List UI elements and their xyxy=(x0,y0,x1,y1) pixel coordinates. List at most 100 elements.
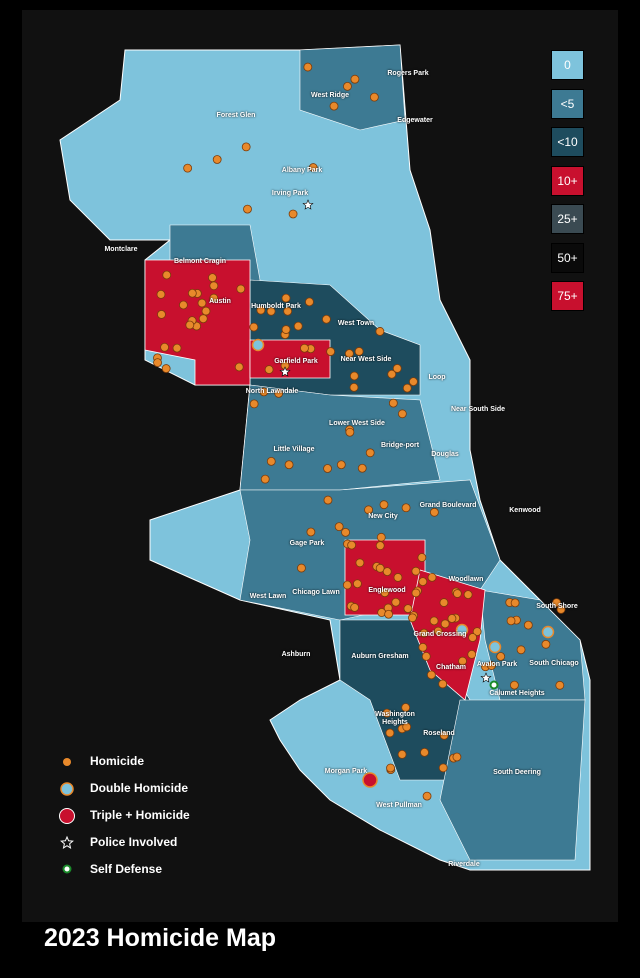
double-homicide-marker xyxy=(541,625,555,639)
homicide-marker xyxy=(345,427,355,437)
homicide-marker xyxy=(259,387,269,397)
homicide-marker xyxy=(266,306,276,316)
homicide-marker xyxy=(209,293,219,303)
homicide-marker xyxy=(162,270,172,280)
homicide-marker xyxy=(438,763,448,773)
legend-triple xyxy=(59,808,75,824)
homicide-marker xyxy=(375,541,385,551)
homicide-marker xyxy=(326,347,336,356)
neighborhood-label: Grand Boulevard xyxy=(419,502,477,509)
homicide-marker xyxy=(375,563,385,573)
homicide-marker xyxy=(439,598,449,607)
scale-swatch: 10+ xyxy=(551,165,584,196)
homicide-marker xyxy=(274,388,284,398)
district xyxy=(239,384,441,491)
homicide-marker xyxy=(401,703,411,712)
homicide-marker xyxy=(382,567,392,577)
homicide-marker xyxy=(379,500,389,510)
homicide-marker xyxy=(342,580,352,590)
legend-double xyxy=(60,782,74,796)
neighborhood-label: Rogers Park xyxy=(387,70,429,77)
homicide-marker xyxy=(411,566,421,576)
homicide-marker xyxy=(541,639,551,649)
homicide-marker xyxy=(256,305,266,315)
homicide-marker xyxy=(329,101,339,111)
legend-self-defense xyxy=(62,864,72,874)
neighborhood-label: Avalon Park xyxy=(476,661,518,668)
homicide-marker xyxy=(429,507,439,517)
neighborhood-label: Albany Park xyxy=(281,167,323,174)
homicide-marker xyxy=(355,558,365,568)
neighborhood-label: Garfield Park xyxy=(274,358,318,365)
homicide-marker xyxy=(392,364,402,373)
homicide-marker xyxy=(308,163,318,172)
double-homicide-marker xyxy=(251,338,265,352)
homicide-marker xyxy=(411,588,421,598)
homicide-marker xyxy=(403,604,413,614)
homicide-marker xyxy=(408,613,417,623)
neighborhood-label: Douglas xyxy=(431,451,459,458)
neighborhood-label: Englewood xyxy=(368,587,406,594)
homicide-marker xyxy=(409,377,418,387)
neighborhood-label: Belmont Cragin xyxy=(173,258,227,265)
neighborhood-label: Montclare xyxy=(104,246,138,253)
legend-police xyxy=(60,835,74,849)
homicide-marker xyxy=(417,553,427,562)
homicide-marker xyxy=(306,527,316,537)
homicide-marker xyxy=(208,273,217,283)
homicide-marker xyxy=(284,460,294,470)
homicide-marker xyxy=(523,620,533,630)
neighborhood-label: Bridge-port xyxy=(380,442,420,449)
neighborhood-label: Kenwood xyxy=(509,507,541,514)
police-marker xyxy=(480,672,492,683)
district xyxy=(299,44,406,131)
neighborhood-label: Lower West Side xyxy=(329,420,385,427)
triple-homicide-marker xyxy=(362,772,378,788)
homicide-marker xyxy=(385,728,395,738)
legend-label: Self Defense xyxy=(90,862,163,876)
homicide-marker xyxy=(365,448,375,458)
neighborhood-label: South Chicago xyxy=(529,660,579,667)
homicide-marker xyxy=(281,325,291,334)
neighborhood-label: New City xyxy=(368,513,398,520)
homicide-marker xyxy=(249,322,259,332)
homicide-marker xyxy=(452,752,462,762)
legend-homicide xyxy=(63,758,71,766)
homicide-marker xyxy=(300,343,309,353)
homicide-marker xyxy=(419,628,429,638)
homicide-marker xyxy=(357,463,367,473)
homicide-marker xyxy=(283,306,293,316)
homicide-marker xyxy=(447,614,457,623)
homicide-marker xyxy=(364,505,373,515)
homicide-marker xyxy=(463,590,473,600)
homicide-marker xyxy=(201,306,211,316)
neighborhood-label: Chatham xyxy=(436,664,466,671)
homicide-marker xyxy=(344,349,354,359)
homicide-marker xyxy=(427,572,437,582)
neighborhood-label: Riverdale xyxy=(448,861,480,868)
map-title: 2023 Homicide Map xyxy=(44,924,277,952)
homicide-marker xyxy=(156,289,166,299)
homicide-marker xyxy=(440,619,450,629)
homicide-marker xyxy=(418,642,428,652)
homicide-marker xyxy=(420,747,429,757)
homicide-marker xyxy=(506,616,516,626)
homicide-marker xyxy=(555,680,565,690)
homicide-marker xyxy=(323,495,333,505)
homicide-marker xyxy=(418,577,428,587)
neighborhood-label: Ashburn xyxy=(281,651,311,658)
homicide-marker xyxy=(458,656,467,666)
homicide-marker xyxy=(160,342,169,352)
homicide-marker xyxy=(349,371,359,381)
homicide-marker xyxy=(323,464,332,473)
homicide-marker xyxy=(303,62,313,72)
homicide-marker xyxy=(510,680,519,690)
homicide-marker xyxy=(161,364,171,373)
neighborhood-label: North Lawndale xyxy=(245,388,299,395)
scale-swatch: <5 xyxy=(551,88,584,119)
scale-swatch: 50+ xyxy=(551,242,584,273)
homicide-marker xyxy=(467,650,477,659)
homicide-marker xyxy=(354,347,364,356)
